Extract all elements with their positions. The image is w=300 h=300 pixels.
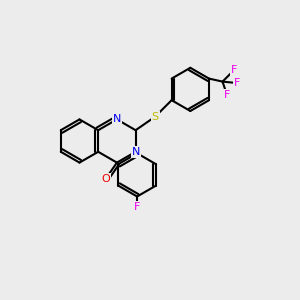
Text: F: F	[224, 90, 230, 100]
Text: O: O	[101, 174, 110, 184]
Text: F: F	[134, 202, 140, 212]
Text: S: S	[152, 112, 159, 122]
Text: F: F	[231, 65, 237, 75]
Text: F: F	[234, 78, 241, 88]
Text: N: N	[113, 114, 121, 124]
Text: N: N	[131, 147, 140, 157]
